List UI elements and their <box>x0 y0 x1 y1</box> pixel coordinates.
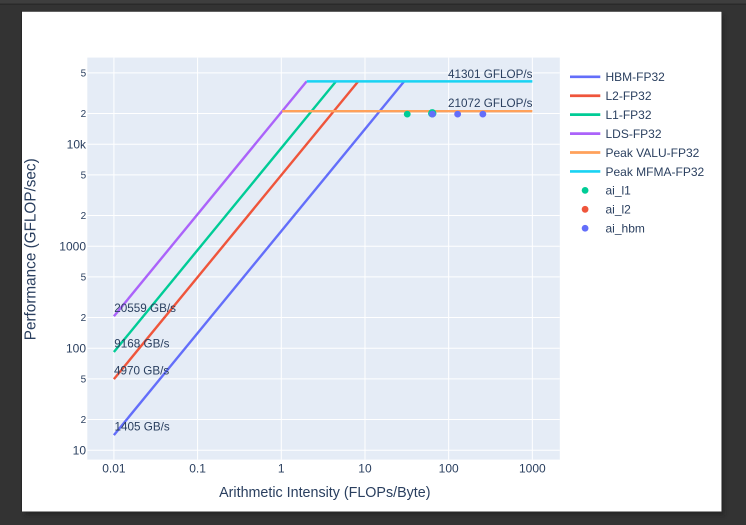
svg-text:10: 10 <box>73 444 87 458</box>
svg-text:2: 2 <box>81 313 87 324</box>
svg-text:Arithmetic Intensity (FLOPs/By: Arithmetic Intensity (FLOPs/Byte) <box>219 485 430 501</box>
svg-text:Peak MFMA-FP32: Peak MFMA-FP32 <box>606 165 705 179</box>
svg-text:9168 GB/s: 9168 GB/s <box>114 338 169 351</box>
svg-text:1000: 1000 <box>59 240 86 254</box>
svg-text:HBM-FP32: HBM-FP32 <box>606 70 666 84</box>
svg-text:1000: 1000 <box>519 462 546 476</box>
svg-text:LDS-FP32: LDS-FP32 <box>606 127 662 141</box>
svg-text:Performance (GFLOP/sec): Performance (GFLOP/sec) <box>22 158 39 340</box>
svg-text:2: 2 <box>81 415 87 426</box>
svg-text:5: 5 <box>81 171 87 182</box>
svg-text:ai_hbm: ai_hbm <box>606 222 645 236</box>
svg-text:10k: 10k <box>67 138 87 152</box>
svg-text:Peak VALU-FP32: Peak VALU-FP32 <box>606 146 700 160</box>
svg-text:20559 GB/s: 20559 GB/s <box>114 302 176 315</box>
svg-text:5: 5 <box>81 273 87 284</box>
svg-text:1405 GB/s: 1405 GB/s <box>115 420 170 433</box>
svg-text:L1-FP32: L1-FP32 <box>606 108 652 122</box>
svg-text:ai_l2: ai_l2 <box>606 203 632 217</box>
svg-text:2: 2 <box>81 211 87 222</box>
svg-text:1: 1 <box>278 462 285 476</box>
svg-text:0.1: 0.1 <box>189 462 206 476</box>
svg-text:5: 5 <box>81 375 87 386</box>
svg-text:5: 5 <box>81 69 87 80</box>
svg-text:4970 GB/s: 4970 GB/s <box>114 364 169 377</box>
svg-text:ai_l1: ai_l1 <box>606 184 632 198</box>
svg-text:0.01: 0.01 <box>102 462 126 476</box>
svg-text:100: 100 <box>66 342 86 356</box>
svg-text:L2-FP32: L2-FP32 <box>606 89 652 103</box>
svg-text:2: 2 <box>81 109 87 120</box>
svg-text:41301 GFLOP/s: 41301 GFLOP/s <box>448 68 533 81</box>
svg-text:100: 100 <box>439 462 459 476</box>
svg-text:10: 10 <box>358 462 372 476</box>
svg-text:21072 GFLOP/s: 21072 GFLOP/s <box>448 97 533 110</box>
